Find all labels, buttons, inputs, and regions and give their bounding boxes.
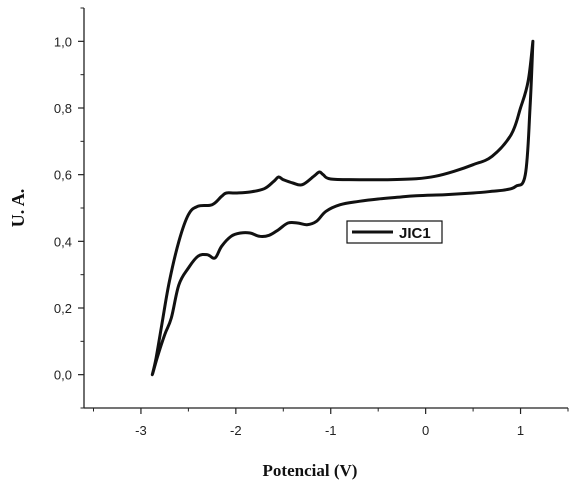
legend-box [346, 220, 443, 244]
x-tick-label: -2 [230, 423, 242, 438]
x-tick-label: -3 [135, 423, 147, 438]
series [150, 39, 535, 377]
y-axis-title: U. A. [8, 189, 28, 228]
y-tick-label: 0,4 [54, 234, 72, 249]
tick-labels: -3 -2 -1 0 1 0,0 0,2 0,4 0,6 0,8 1,0 [54, 34, 524, 438]
y-tick-label: 0,8 [54, 101, 72, 116]
x-axis-title: Potencial (V) [263, 461, 358, 480]
y-tick-label: 0,2 [54, 301, 72, 316]
y-tick-label: 1,0 [54, 34, 72, 49]
y-tick-label: 0,0 [54, 368, 72, 383]
legend-label-jic1: JIC1 [399, 225, 431, 242]
x-tick-label: -1 [325, 423, 337, 438]
x-tick-label: 0 [422, 423, 429, 438]
x-tick-label: 1 [517, 423, 524, 438]
y-tick-label: 0,6 [54, 168, 72, 183]
ticks [78, 7, 569, 414]
legend: JIC1 [346, 220, 443, 244]
series-line-jic1 [150, 39, 535, 377]
